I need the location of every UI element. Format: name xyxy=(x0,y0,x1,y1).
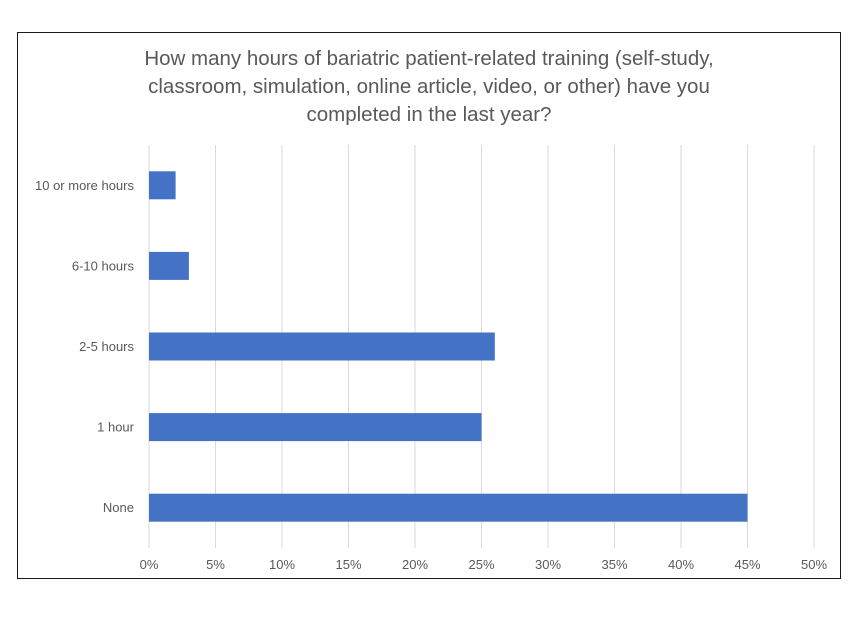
x-tick-labels: 0% 5% 10% 15% 20% 25% 30% 35% 40% 45% 50% xyxy=(140,557,828,572)
category-label: None xyxy=(103,500,134,515)
x-tick-label: 0% xyxy=(140,557,159,572)
x-tick-label: 10% xyxy=(269,557,295,572)
x-tick-label: 5% xyxy=(206,557,225,572)
category-label: 1 hour xyxy=(97,420,135,435)
bar-chart-plot: 10 or more hours 6-10 hours 2-5 hours 1 hou… xyxy=(35,145,828,572)
x-tick-label: 35% xyxy=(601,557,627,572)
category-label: 2-5 hours xyxy=(79,339,134,354)
category-label: 10 or more hours xyxy=(35,178,134,193)
category-label: 6-10 hours xyxy=(72,258,135,273)
chart-title-line-2: classroom, simulation, online article, v… xyxy=(148,75,710,98)
x-tick-label: 25% xyxy=(468,557,494,572)
bar xyxy=(149,332,495,361)
chart-title: How many hours of bariatric patient-rela… xyxy=(18,45,840,129)
x-tick-label: 15% xyxy=(335,557,361,572)
x-tick-label: 20% xyxy=(402,557,428,572)
category-labels: 10 or more hours 6-10 hours 2-5 hours 1 hou… xyxy=(35,178,135,515)
bar xyxy=(149,413,482,442)
chart-title-line-3: completed in the last year? xyxy=(306,103,552,126)
x-tick-label: 40% xyxy=(668,557,694,572)
x-tick-label: 50% xyxy=(801,557,827,572)
bar xyxy=(149,493,748,522)
x-tick-label: 45% xyxy=(734,557,760,572)
x-tick-label: 30% xyxy=(535,557,561,572)
chart-frame: How many hours of bariatric patient-rela… xyxy=(17,32,841,579)
chart-title-line-1: How many hours of bariatric patient-rela… xyxy=(144,47,714,70)
bars xyxy=(149,171,748,522)
bar xyxy=(149,171,176,200)
bar xyxy=(149,251,189,280)
